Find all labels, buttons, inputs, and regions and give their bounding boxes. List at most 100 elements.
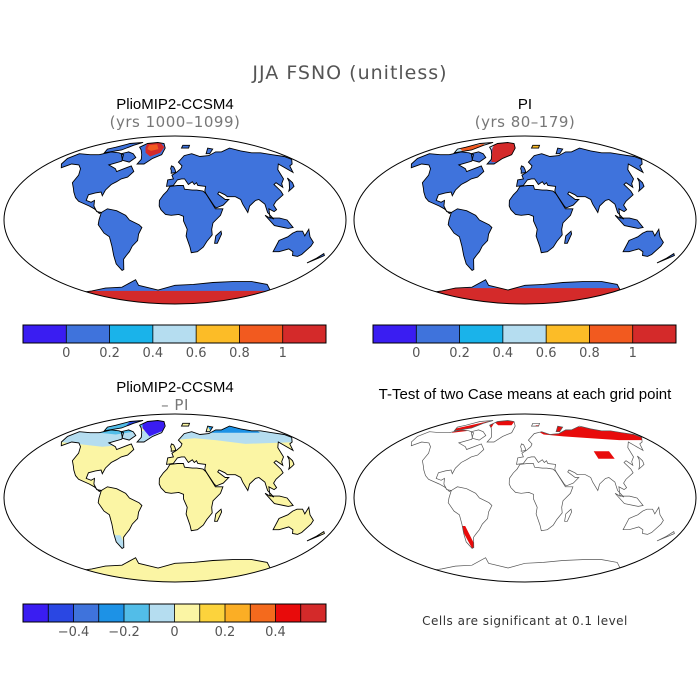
coastline-north-america bbox=[410, 151, 485, 215]
field-region-3 bbox=[593, 451, 615, 459]
figure-title: JJA FSNO (unitless) bbox=[252, 62, 448, 84]
land-antarctica bbox=[78, 557, 272, 582]
colorbar-tick-label: 0.2 bbox=[214, 625, 236, 640]
colorbar-tick-label: 0.8 bbox=[579, 346, 600, 361]
land-south-america bbox=[98, 486, 142, 549]
coastline-new-zealand bbox=[306, 252, 325, 264]
colorbar-tick-label: 0 bbox=[170, 625, 179, 640]
field-region-2 bbox=[142, 420, 167, 437]
colorbar-2-svg bbox=[372, 324, 677, 344]
land-madagascar bbox=[564, 231, 572, 244]
colorbar-swatch bbox=[109, 325, 154, 343]
map-pi-svg bbox=[353, 135, 697, 305]
coastline-baffin bbox=[120, 151, 137, 163]
colorbar-swatch bbox=[373, 325, 417, 343]
coastline-indonesia bbox=[614, 492, 644, 507]
coastline-greenland bbox=[486, 420, 516, 443]
land-svalbard bbox=[181, 423, 190, 427]
panel1-subtitle: (yrs 1000–1099) bbox=[109, 113, 241, 131]
coastline-svalbard bbox=[530, 422, 540, 427]
colorbar-3 bbox=[22, 603, 327, 623]
coastline-africa bbox=[508, 185, 574, 254]
land-africa bbox=[159, 463, 223, 531]
coastline-australia bbox=[622, 506, 664, 535]
colorbar-tick-label: 0.6 bbox=[535, 346, 557, 361]
coastline-arctic-islands bbox=[103, 420, 144, 432]
coastline-indonesia bbox=[264, 492, 294, 507]
ocean-background bbox=[354, 136, 696, 304]
coastline-indonesia bbox=[614, 214, 644, 229]
coastline-uk bbox=[170, 443, 177, 452]
ocean-background bbox=[4, 136, 346, 304]
coastline-novaya-zemlya bbox=[555, 425, 564, 433]
coastline-south-america bbox=[97, 208, 143, 271]
field-region-1 bbox=[147, 144, 159, 151]
coastline-arctic-islands bbox=[453, 420, 494, 432]
land-svalbard bbox=[181, 145, 190, 149]
colorbar-1 bbox=[22, 324, 327, 344]
colorbar-tick-label: −0.4 bbox=[57, 625, 90, 640]
colorbar-swatch bbox=[239, 325, 284, 343]
coastline-australia bbox=[272, 506, 314, 535]
coastline-svalbard bbox=[530, 144, 541, 149]
colorbar-tick-label: 0.8 bbox=[229, 346, 250, 361]
colorbar-swatch bbox=[23, 604, 49, 622]
colorbar-swatch bbox=[225, 604, 251, 622]
colorbar-swatch bbox=[196, 325, 240, 343]
coastline-madagascar bbox=[564, 508, 572, 522]
colorbar-1-svg bbox=[22, 324, 327, 344]
ocean-background bbox=[4, 414, 346, 582]
coastline-north-america bbox=[60, 151, 135, 215]
coastline-greenland bbox=[136, 142, 166, 165]
colorbar-tick-label: 0 bbox=[62, 346, 71, 361]
colorbar-swatch bbox=[66, 325, 110, 343]
colorbar-swatch bbox=[174, 604, 201, 622]
coastline-australia bbox=[622, 228, 664, 257]
coastline-uk bbox=[170, 165, 177, 174]
colorbar-swatch bbox=[250, 604, 276, 622]
coastline-greenland bbox=[486, 142, 516, 165]
colorbar-swatch bbox=[98, 604, 125, 622]
colorbar-swatch bbox=[502, 325, 547, 343]
field-region-4 bbox=[459, 526, 477, 549]
colorbar-swatch bbox=[632, 325, 677, 343]
coastline-svalbard bbox=[180, 144, 191, 149]
colorbar-swatch bbox=[48, 604, 74, 622]
land-north-america bbox=[61, 151, 134, 214]
panel3-subtitle: – PI bbox=[161, 396, 189, 414]
map-border bbox=[3, 413, 347, 583]
colorbar-swatch bbox=[149, 604, 175, 622]
coastline-japan bbox=[636, 177, 645, 193]
colorbar-swatch bbox=[275, 604, 302, 622]
land-africa bbox=[509, 185, 573, 253]
coastline-africa bbox=[158, 185, 224, 254]
colorbar-tick-label: 0.4 bbox=[142, 346, 164, 361]
coastline-svalbard bbox=[180, 422, 191, 427]
colorbar-swatch bbox=[152, 325, 197, 343]
coastline-japan bbox=[286, 455, 295, 471]
land-uk bbox=[520, 165, 526, 174]
colorbar-swatch bbox=[459, 325, 504, 343]
coastline-uk bbox=[520, 443, 527, 452]
map-pliomip2-svg bbox=[3, 135, 347, 305]
colorbar-tick-label: −0.2 bbox=[108, 625, 140, 640]
coastline-new-zealand bbox=[656, 252, 675, 264]
map-ttest-svg bbox=[353, 413, 697, 583]
colorbar-swatch bbox=[73, 604, 100, 622]
coastline-madagascar bbox=[214, 230, 223, 244]
map-border bbox=[3, 135, 347, 305]
coastline-arctic-islands bbox=[103, 142, 144, 154]
coastline-arctic-islands bbox=[453, 142, 494, 154]
coastline-baffin bbox=[470, 151, 487, 163]
coastline-madagascar bbox=[214, 508, 223, 522]
land-madagascar bbox=[214, 509, 222, 522]
coastline-south-america bbox=[447, 208, 493, 271]
coastline-north-america bbox=[410, 429, 485, 492]
coastline-novaya-zemlya bbox=[205, 425, 214, 433]
coastline-indonesia bbox=[264, 214, 294, 229]
field-region-2 bbox=[75, 290, 275, 304]
coastline-japan bbox=[286, 177, 295, 193]
map-difference bbox=[2, 412, 348, 584]
colorbar-tick-label: 0.4 bbox=[492, 346, 514, 361]
map-border bbox=[353, 413, 697, 583]
